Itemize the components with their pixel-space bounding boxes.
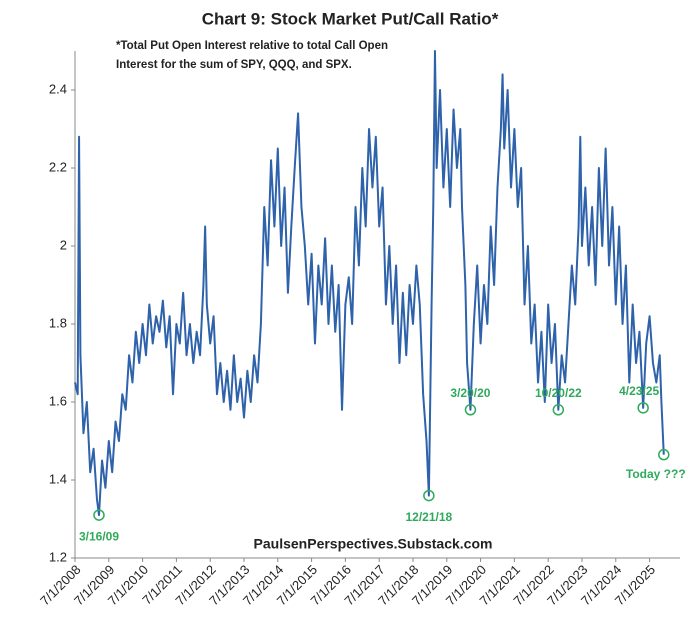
chart-note: Interest for the sum of SPY, QQQ, and SP…	[116, 59, 352, 71]
y-tick-label: 2	[60, 237, 67, 252]
annotation-label: 12/21/18	[406, 510, 453, 524]
y-tick-label: 1.4	[49, 471, 67, 486]
y-tick-label: 1.2	[49, 549, 67, 564]
y-tick-label: 1.6	[49, 393, 67, 408]
annotation-marker	[658, 448, 670, 461]
annotation-marker	[552, 404, 565, 416]
chart-footer: PaulsenPerspectives.Substack.com	[254, 536, 493, 552]
annotation-marker	[464, 404, 477, 416]
annotation-marker	[637, 402, 649, 414]
annotation-label: Today ???	[626, 467, 686, 481]
annotation-label: 10/20/22	[535, 386, 582, 400]
series-line	[74, 50, 665, 517]
annotation-marker	[423, 489, 435, 502]
annotation-label: 3/16/09	[79, 529, 119, 543]
annotation-label: 4/23/25	[619, 384, 659, 398]
annotation-label: 3/20/20	[450, 386, 490, 400]
y-tick-label: 2.4	[49, 81, 67, 96]
y-tick-label: 1.8	[49, 315, 67, 330]
chart-note: *Total Put Open Interest relative to tot…	[116, 40, 388, 52]
chart-title: Chart 9: Stock Market Put/Call Ratio*	[202, 9, 499, 28]
annotation-marker	[93, 509, 105, 521]
y-tick-label: 2.2	[49, 159, 67, 174]
